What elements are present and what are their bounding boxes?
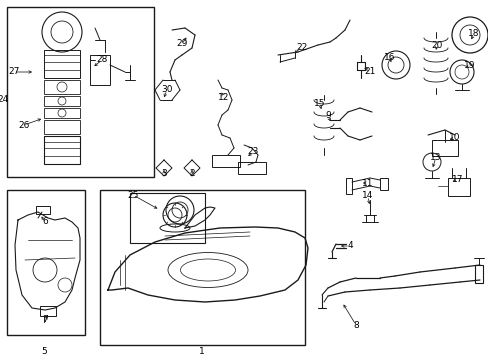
Bar (44, 80, 80, 94)
Text: 12: 12 (218, 93, 229, 102)
Text: 11: 11 (362, 179, 373, 188)
Text: 24: 24 (0, 95, 9, 104)
Bar (44, 50, 80, 78)
Bar (346, 178, 351, 194)
Text: 18: 18 (468, 30, 479, 39)
Bar (44, 108, 80, 118)
Bar (130, 193, 204, 243)
Bar (7, 7, 154, 177)
Text: 5: 5 (41, 347, 47, 356)
Text: 15: 15 (314, 99, 325, 108)
Text: 2: 2 (189, 170, 194, 179)
Text: 16: 16 (384, 54, 395, 63)
Bar (44, 136, 80, 164)
Text: 8: 8 (352, 320, 358, 329)
Bar (212, 155, 240, 167)
Text: 20: 20 (430, 40, 442, 49)
Bar (431, 140, 457, 156)
Text: 27: 27 (8, 68, 20, 77)
Text: 30: 30 (161, 85, 172, 94)
Text: 14: 14 (362, 192, 373, 201)
Text: 3: 3 (161, 170, 166, 179)
Text: 21: 21 (364, 68, 375, 77)
Text: 28: 28 (96, 55, 107, 64)
Text: 9: 9 (325, 112, 330, 121)
Bar (379, 178, 387, 190)
Bar (447, 178, 469, 196)
Text: 13: 13 (429, 153, 441, 162)
Bar (100, 190, 305, 345)
Bar (90, 55, 110, 85)
Bar (474, 265, 482, 283)
Text: 4: 4 (346, 242, 352, 251)
Text: 25: 25 (127, 190, 139, 199)
Text: 26: 26 (18, 121, 30, 130)
Bar (44, 96, 80, 106)
Bar (44, 120, 80, 134)
Text: 29: 29 (176, 40, 187, 49)
Text: 19: 19 (463, 60, 475, 69)
Text: 23: 23 (247, 148, 258, 157)
Text: 10: 10 (448, 134, 460, 143)
Bar (7, 190, 85, 335)
Bar (36, 206, 50, 214)
Bar (40, 306, 56, 316)
Text: 17: 17 (451, 175, 463, 184)
Text: 6: 6 (42, 217, 48, 226)
Bar (238, 162, 265, 174)
Text: 22: 22 (296, 42, 307, 51)
Text: 1: 1 (199, 347, 204, 356)
Text: 7: 7 (42, 315, 48, 324)
